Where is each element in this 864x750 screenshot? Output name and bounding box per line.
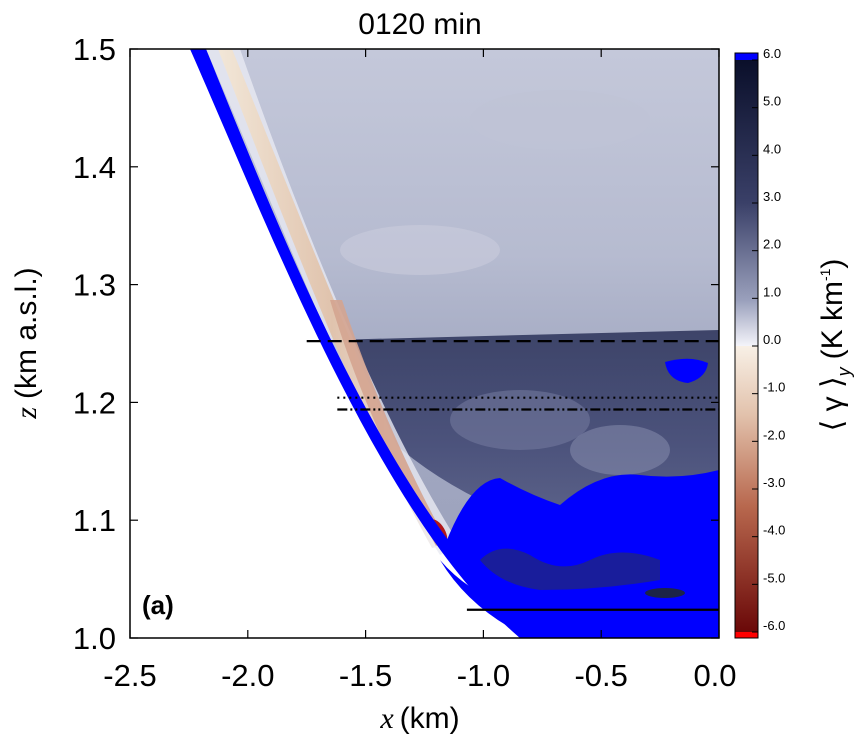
colorbar-tick-label: -1.0 bbox=[763, 380, 785, 395]
field-patch bbox=[570, 425, 670, 475]
colorbar-tick-label: -2.0 bbox=[763, 427, 785, 442]
colorbar-tick-label: -6.0 bbox=[763, 618, 785, 633]
x-tick-label: -2.5 bbox=[103, 658, 156, 693]
field-layer bbox=[130, 49, 719, 638]
colorbar-tick-label: 6.0 bbox=[763, 46, 781, 61]
y-axis-label: z(km a.s.l.) bbox=[10, 267, 43, 419]
x-tick-label: -0.5 bbox=[574, 658, 627, 693]
x-axis-label: x (km) bbox=[379, 702, 459, 735]
x-tick-label: -1.0 bbox=[457, 658, 510, 693]
colorbar-tick-label: -3.0 bbox=[763, 475, 785, 490]
y-tick-label: 1.3 bbox=[73, 268, 116, 303]
x-tick-label: -2.0 bbox=[221, 658, 274, 693]
y-axis: 1.0 1.1 1.2 1.3 1.4 1.5 bbox=[73, 32, 719, 656]
field-patch bbox=[450, 390, 590, 450]
field-patch bbox=[340, 225, 500, 275]
colorbar-tick-label: 2.0 bbox=[763, 237, 781, 252]
colorbar-tick-label: 3.0 bbox=[763, 189, 781, 204]
y-tick-label: 1.0 bbox=[73, 621, 116, 656]
colorbar-tick-label: -5.0 bbox=[763, 570, 785, 585]
colorbar-label: ⟨ γ ⟩y(K km-1) bbox=[816, 259, 854, 432]
terrain-floor bbox=[440, 560, 719, 638]
colorbar-tick-label: 0.0 bbox=[763, 332, 781, 347]
y-tick-label: 1.5 bbox=[73, 32, 116, 67]
colorbar-tick-label: 4.0 bbox=[763, 141, 781, 156]
colorbar-tick-label: -4.0 bbox=[763, 523, 785, 538]
x-tick-label: -1.5 bbox=[339, 658, 392, 693]
slope-jet-negative bbox=[218, 49, 446, 548]
chart-title: 0120 min bbox=[358, 8, 481, 41]
x-tick-label: 0.0 bbox=[693, 658, 736, 693]
terrain-surface bbox=[190, 49, 540, 638]
y-tick-label: 1.1 bbox=[73, 503, 116, 538]
colorbar-ticks: 6.0 5.0 4.0 3.0 2.0 1.0 0.0 -1.0 -2.0 -3.0 -4.0 -5.… bbox=[752, 46, 785, 633]
saturated-patch-upper bbox=[665, 358, 708, 383]
x-axis: -2.5 -2.0 -1.5 -1.0 -0.5 0.0 bbox=[103, 49, 737, 693]
colorbar-tick-label: 1.0 bbox=[763, 284, 781, 299]
colorbar-under bbox=[735, 632, 758, 638]
saturated-region-gap bbox=[480, 548, 660, 590]
field-dark-fleck bbox=[645, 588, 685, 598]
plot-frame bbox=[129, 48, 720, 639]
panel-label: (a) bbox=[142, 590, 174, 620]
field-patch bbox=[470, 90, 650, 150]
reference-lines bbox=[306, 340, 719, 611]
slope-jet-core bbox=[330, 300, 446, 546]
y-tick-label: 1.4 bbox=[73, 150, 116, 185]
below-terrain-white bbox=[130, 49, 520, 638]
colorbar-tick-label: 5.0 bbox=[763, 94, 781, 109]
y-tick-label: 1.2 bbox=[73, 385, 116, 420]
colorbar-over bbox=[735, 53, 758, 60]
